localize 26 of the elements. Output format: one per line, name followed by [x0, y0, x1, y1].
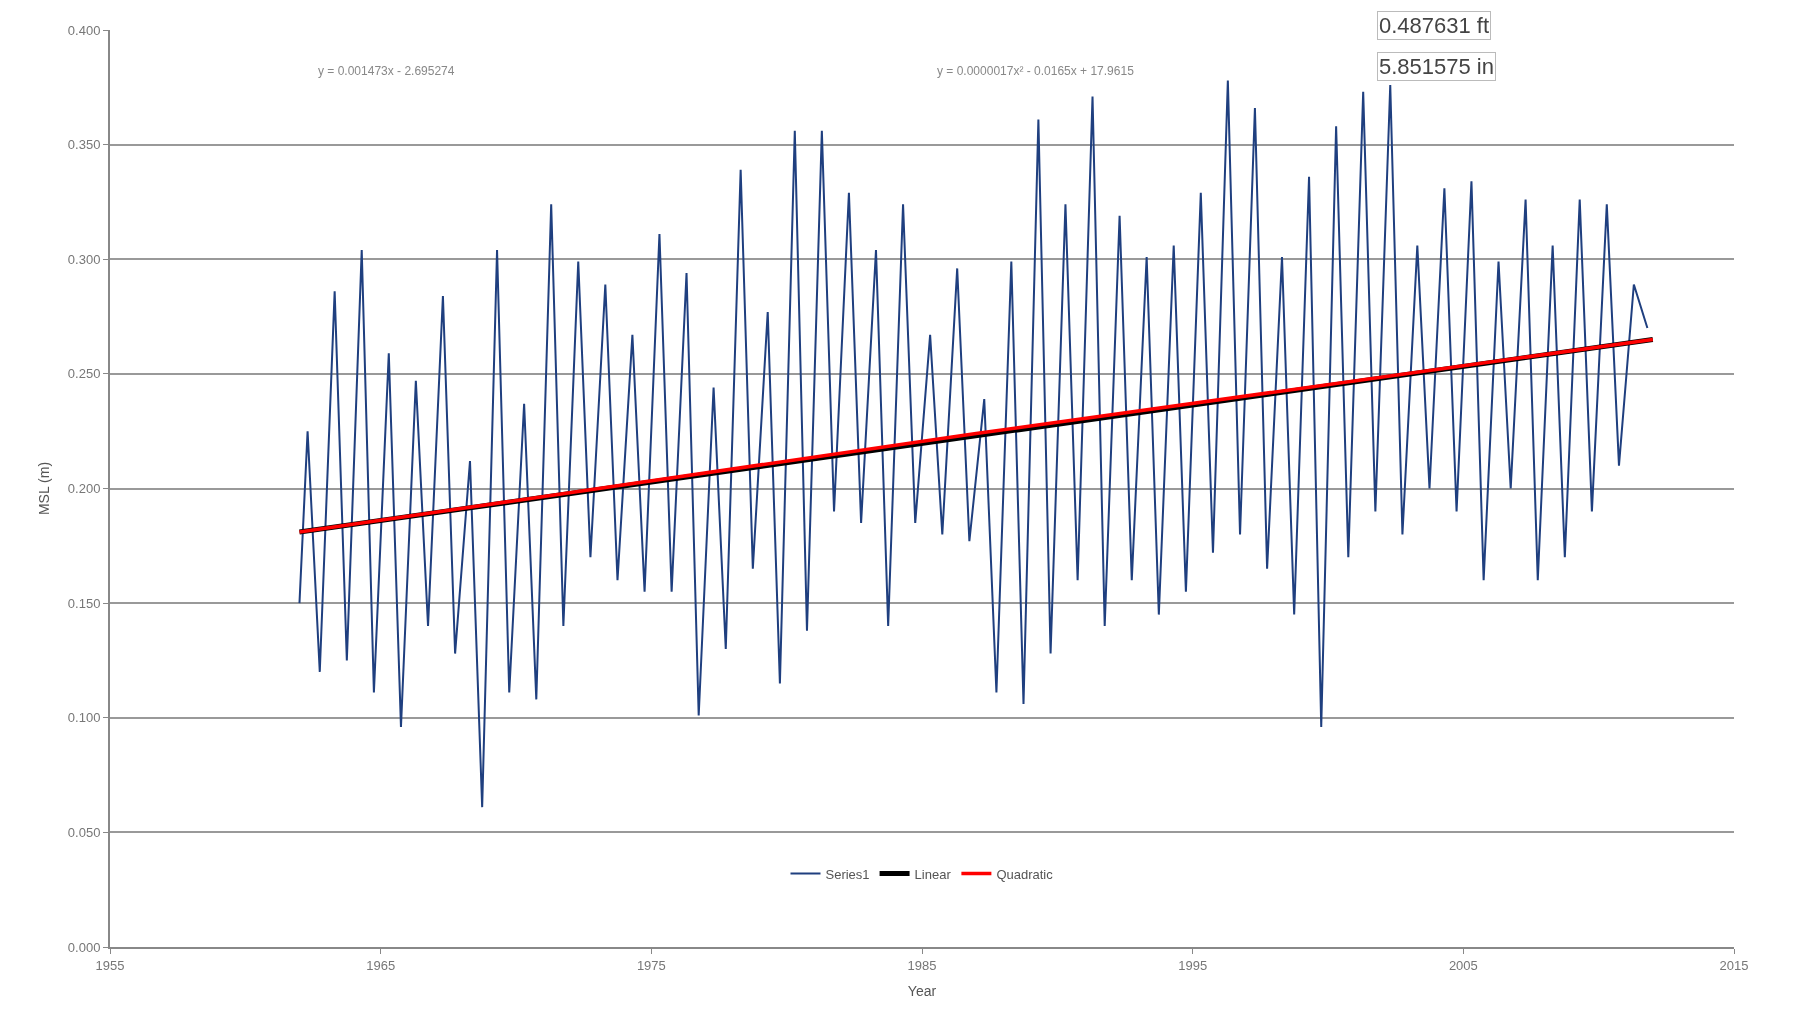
y-axis-title: MSL (m): [35, 461, 52, 516]
y-tick-label: 0.000: [67, 939, 101, 955]
annotation: y = 0.001473x - 2.695274: [318, 64, 455, 78]
x-tick-label: 2005: [1448, 957, 1478, 973]
annotation: y = 0.0000017x² - 0.0165x + 17.9615: [937, 64, 1135, 78]
x-tick-label: 1975: [636, 957, 666, 973]
y-tick-label: 0.300: [67, 251, 101, 267]
x-tick-label: 1955: [95, 957, 125, 973]
y-tick-label: 0.250: [67, 366, 101, 382]
x-axis-title: Year: [907, 983, 937, 1000]
annotation: 0.487631 ft: [1379, 13, 1490, 38]
y-tick-label: 0.350: [67, 137, 101, 153]
x-tick-label: 1995: [1178, 957, 1208, 973]
legend-label: Linear: [914, 866, 952, 882]
legend-label: Quadratic: [996, 866, 1054, 882]
y-tick-label: 0.200: [67, 481, 101, 497]
line-series: [298, 79, 1649, 809]
y-tick-label: 0.050: [67, 824, 101, 840]
x-tick-label: 1965: [366, 957, 396, 973]
x-tick-label: 1985: [907, 957, 937, 973]
y-tick-label: 0.150: [67, 595, 101, 611]
y-tick-label: 0.400: [67, 22, 101, 38]
x-tick-label: 2015: [1719, 957, 1749, 973]
annotation: 5.851575 in: [1379, 54, 1494, 79]
y-tick-label: 0.100: [67, 710, 101, 726]
legend-label: Series1: [825, 866, 870, 882]
